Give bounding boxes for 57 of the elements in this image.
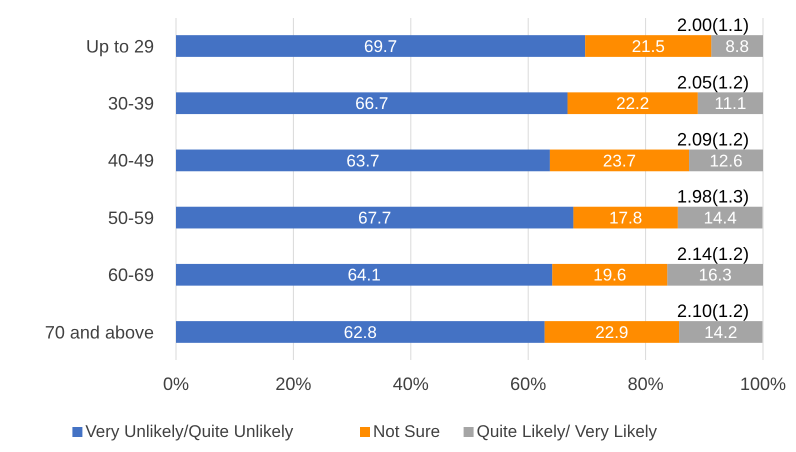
bar <box>544 321 680 343</box>
data-label: 8.8 <box>725 36 749 56</box>
x-tick-label: 60% <box>510 374 546 394</box>
data-label: 69.7 <box>364 36 398 56</box>
data-label: 23.7 <box>602 151 636 170</box>
x-tick-label: 100% <box>740 374 786 394</box>
bar <box>689 150 763 172</box>
data-label: 62.8 <box>344 322 377 342</box>
data-label: 67.7 <box>358 208 392 228</box>
legend-label: Very Unlikely/Quite Unlikely <box>85 422 294 441</box>
data-label: 22.9 <box>595 322 628 342</box>
bar <box>585 35 712 57</box>
data-label: 22.2 <box>616 94 650 114</box>
x-tick-label: 40% <box>392 374 429 394</box>
x-tick-label: 20% <box>275 374 312 394</box>
y-tick-label: 40-49 <box>108 150 154 171</box>
y-tick-label: Up to 29 <box>86 36 154 56</box>
bar <box>552 264 668 286</box>
bar <box>176 321 545 343</box>
data-label: 63.7 <box>346 151 380 170</box>
bar <box>573 206 678 228</box>
bar <box>176 264 552 286</box>
bar <box>698 92 763 114</box>
bar <box>550 150 690 172</box>
data-label: 19.6 <box>593 266 626 285</box>
total-label: 1.98(1.3) <box>676 186 750 207</box>
bar <box>176 92 568 114</box>
y-tick-label: 30-39 <box>108 94 154 114</box>
x-tick-label: 80% <box>628 374 664 394</box>
data-label: 64.1 <box>348 266 381 285</box>
y-tick-label: 70 and above <box>44 322 154 342</box>
total-label: 2.09(1.2) <box>676 130 750 150</box>
data-label: 66.7 <box>355 94 388 114</box>
data-label: 14.4 <box>704 208 737 228</box>
bar <box>176 150 550 172</box>
legend-label: Not Sure <box>373 422 440 441</box>
y-tick-label: 50-59 <box>108 208 154 228</box>
bar <box>711 35 763 57</box>
bar <box>667 264 763 286</box>
bar <box>568 92 698 114</box>
bar <box>176 35 586 57</box>
data-label: 17.8 <box>609 208 642 228</box>
legend-label: Quite Likely/ Very Likely <box>476 422 658 441</box>
total-label: 2.10(1.2) <box>676 301 750 322</box>
total-label: 2.00(1.1) <box>676 15 750 36</box>
data-label: 14.2 <box>704 322 738 342</box>
x-tick-label: 0% <box>162 374 190 394</box>
data-label: 16.3 <box>698 266 732 285</box>
bar <box>679 321 762 343</box>
y-tick-label: 60-69 <box>108 265 154 286</box>
data-label: 12.6 <box>709 151 743 170</box>
bar <box>678 206 762 228</box>
data-label: 21.5 <box>632 36 665 56</box>
data-label: 11.1 <box>714 94 746 114</box>
total-label: 2.14(1.2) <box>676 244 750 264</box>
total-label: 2.05(1.2) <box>676 72 750 92</box>
bar <box>176 206 574 228</box>
